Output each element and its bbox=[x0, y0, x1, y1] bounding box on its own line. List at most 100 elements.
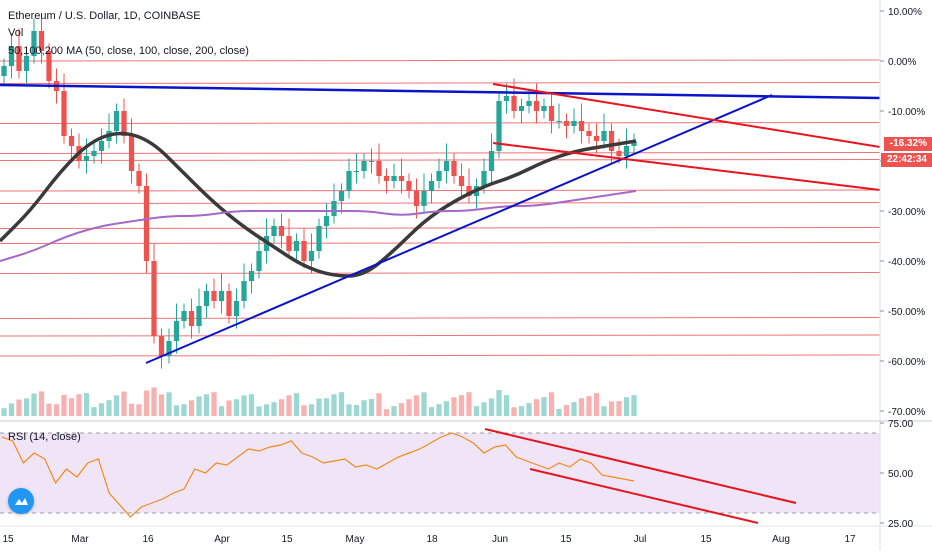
candle-body bbox=[421, 191, 427, 206]
volume-bar bbox=[106, 400, 112, 416]
volume-bar bbox=[68, 398, 75, 416]
candle-body bbox=[541, 106, 547, 111]
time-axis-label: 15 bbox=[560, 534, 572, 545]
candle-body bbox=[301, 241, 307, 261]
rsi-upper-trendline bbox=[484, 428, 797, 504]
candle-body bbox=[361, 161, 367, 171]
time-axis-label: Jun bbox=[492, 534, 508, 545]
price-axis-label: -50.00% bbox=[888, 307, 925, 318]
candle-body bbox=[391, 176, 397, 181]
volume-bar bbox=[451, 397, 457, 416]
volume-bar bbox=[151, 387, 157, 416]
volume-bar bbox=[1, 408, 7, 416]
candle-body bbox=[451, 161, 457, 176]
candle-body bbox=[413, 191, 420, 206]
candle-body bbox=[226, 291, 232, 316]
ascending-support-trendline bbox=[145, 94, 773, 364]
volume-bar bbox=[586, 396, 592, 416]
volume-bar bbox=[76, 394, 82, 416]
candle-body bbox=[113, 111, 120, 131]
volume-bar bbox=[443, 401, 450, 416]
candle-body bbox=[233, 301, 240, 316]
support-resistance-level bbox=[0, 152, 881, 154]
candle-body bbox=[8, 46, 15, 66]
tradingview-cloud-icon[interactable] bbox=[8, 488, 34, 514]
candle-body bbox=[316, 226, 322, 251]
candle-body bbox=[376, 161, 382, 176]
volume-bar bbox=[143, 390, 150, 416]
time-axis-label: 18 bbox=[426, 534, 438, 545]
candle-body bbox=[196, 306, 202, 326]
volume-bar bbox=[8, 403, 15, 416]
candle-body bbox=[406, 181, 412, 191]
candle-body bbox=[83, 156, 90, 161]
candle-body bbox=[278, 226, 285, 236]
volume-bar bbox=[263, 404, 270, 416]
candle-body bbox=[616, 151, 622, 156]
candle-body bbox=[181, 311, 187, 321]
candle-body bbox=[1, 66, 7, 76]
candle-body bbox=[46, 51, 52, 81]
time-axis-label: 15 bbox=[700, 534, 712, 545]
rsi-band bbox=[0, 433, 880, 513]
candle-body bbox=[166, 341, 172, 356]
volume-bar bbox=[518, 406, 525, 416]
candle-body bbox=[496, 101, 502, 151]
candle-body bbox=[488, 151, 495, 171]
cloud-icon bbox=[15, 498, 28, 505]
volume-bar bbox=[496, 390, 502, 416]
support-resistance-level bbox=[0, 82, 881, 84]
candle-body bbox=[23, 56, 30, 71]
cloud-icon-shape bbox=[15, 498, 28, 505]
candle-body bbox=[211, 291, 217, 301]
volume-bar bbox=[188, 400, 195, 416]
volume-legend: Vol bbox=[8, 27, 24, 39]
time-axis-label: Aug bbox=[772, 534, 790, 545]
candle-body bbox=[623, 146, 630, 156]
price-axis-label: -70.00% bbox=[888, 407, 925, 418]
volume-bar bbox=[308, 404, 315, 416]
time-axis-label: Apr bbox=[214, 534, 230, 545]
candle-body bbox=[481, 171, 487, 186]
candle-body bbox=[593, 136, 600, 141]
support-resistance-level bbox=[0, 59, 881, 62]
rsi-axis-label: 50.00 bbox=[888, 469, 913, 480]
volume-bar bbox=[98, 403, 105, 416]
price-axis-label: 10.00% bbox=[888, 7, 922, 18]
volume-bar bbox=[346, 404, 352, 416]
volume-bar bbox=[541, 397, 547, 416]
volume-bar bbox=[323, 398, 330, 416]
candle-body bbox=[256, 251, 262, 271]
price-axis-label: -40.00% bbox=[888, 257, 925, 268]
volume-bar bbox=[53, 404, 60, 416]
candle-body bbox=[31, 31, 37, 56]
volume-bar bbox=[241, 395, 247, 416]
volume-bar bbox=[511, 407, 517, 416]
candle-body bbox=[286, 236, 292, 251]
volume-bar bbox=[428, 407, 435, 416]
volume-bar bbox=[196, 396, 202, 416]
candle-body bbox=[466, 186, 472, 196]
bar-countdown-badge: 22:42:34 bbox=[880, 153, 932, 167]
volume-bar bbox=[23, 398, 30, 416]
time-axis-label: 15 bbox=[281, 534, 293, 545]
rsi-axis-label: 75.00 bbox=[888, 419, 913, 430]
volume-bar bbox=[286, 395, 292, 416]
time-axis-label: Jul bbox=[634, 534, 647, 545]
candle-body bbox=[308, 251, 315, 261]
candle-body bbox=[16, 46, 22, 71]
volume-bar bbox=[608, 401, 615, 416]
rsi-axis-label: 25.00 bbox=[888, 519, 913, 530]
volume-bar bbox=[16, 399, 22, 416]
volume-bar bbox=[556, 409, 562, 416]
volume-bar bbox=[61, 394, 67, 416]
moving-average-50-line bbox=[0, 131, 637, 278]
volume-bar bbox=[218, 406, 225, 416]
candle-body bbox=[571, 121, 577, 126]
time-axis-label: 16 bbox=[142, 534, 154, 545]
candle-body bbox=[241, 281, 247, 301]
volume-bar bbox=[548, 392, 555, 416]
price-axis-label: -30.00% bbox=[888, 207, 925, 218]
